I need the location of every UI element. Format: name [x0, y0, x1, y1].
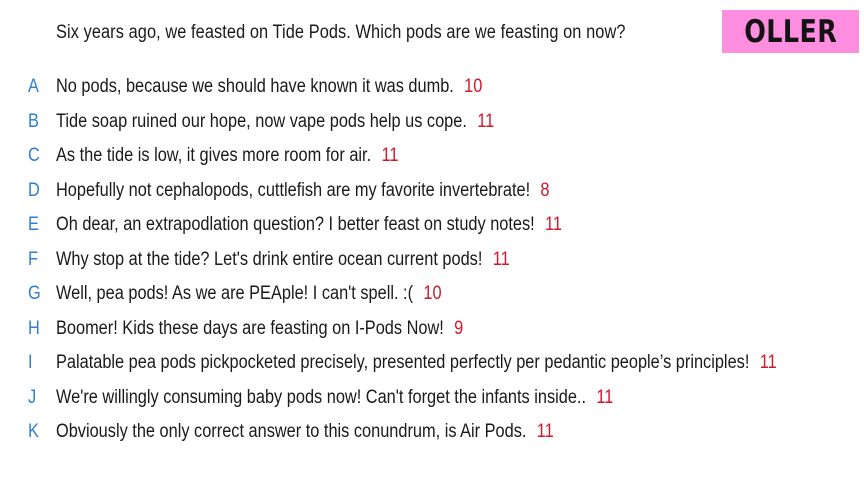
answer-row-j: J We're willingly consuming baby pods no…: [0, 384, 864, 419]
answer-row-f: F Why stop at the tide? Let's drink enti…: [0, 246, 864, 281]
answer-row-i: I Palatable pea pods pickpocketed precis…: [0, 349, 864, 384]
answer-text: Why stop at the tide? Let's drink entire…: [56, 248, 483, 270]
answer-score: 11: [759, 352, 777, 373]
answer-row-c: C As the tide is low, it gives more room…: [0, 142, 864, 177]
answer-list: A No pods, because we should have known …: [0, 73, 864, 453]
answer-score: 9: [454, 317, 464, 339]
answer-letter: H: [28, 317, 40, 339]
answer-letter: J: [28, 386, 37, 408]
answer-letter: K: [28, 421, 39, 442]
answer-score: 11: [492, 248, 510, 270]
answer-score: 11: [536, 421, 554, 442]
answer-text: Tide soap ruined our hope, now vape pods…: [56, 110, 467, 132]
answer-score: 11: [381, 145, 399, 166]
answer-letter: D: [28, 179, 40, 201]
answer-row-k: K Obviously the only correct answer to t…: [0, 418, 864, 453]
answer-score: 11: [596, 386, 614, 408]
answer-row-d: D Hopefully not cephalopods, cuttlefish …: [0, 177, 864, 212]
answer-letter: G: [28, 283, 41, 304]
answer-score: 10: [464, 76, 483, 97]
answer-text: Boomer! Kids these days are feasting on …: [56, 317, 444, 339]
player-name-badge: OLLER: [722, 10, 859, 53]
answer-text: Oh dear, an extrapodlation question? I b…: [56, 214, 535, 235]
answer-score: 10: [423, 283, 442, 304]
answer-letter: A: [28, 76, 39, 97]
answer-score: 8: [540, 179, 550, 201]
answer-row-h: H Boomer! Kids these days are feasting o…: [0, 315, 864, 350]
answer-letter: C: [28, 145, 40, 166]
answer-score: 11: [545, 214, 563, 235]
answer-letter: F: [28, 248, 38, 270]
question-title: Six years ago, we feasted on Tide Pods. …: [56, 22, 626, 43]
answer-text: Palatable pea pods pickpocketed precisel…: [56, 352, 750, 373]
answer-letter: B: [28, 110, 39, 132]
answer-text: No pods, because we should have known it…: [56, 76, 454, 97]
answer-score: 11: [477, 110, 495, 132]
player-name-label: OLLER: [743, 13, 837, 50]
answer-letter: I: [28, 352, 33, 373]
answer-text: Hopefully not cephalopods, cuttlefish ar…: [56, 179, 531, 201]
answer-letter: E: [28, 214, 39, 235]
answer-text: Obviously the only correct answer to thi…: [56, 421, 527, 442]
answer-row-e: E Oh dear, an extrapodlation question? I…: [0, 211, 864, 246]
answer-text: As the tide is low, it gives more room f…: [56, 145, 372, 166]
answer-row-g: G Well, pea pods! As we are PEAple! I ca…: [0, 280, 864, 315]
answer-row-b: B Tide soap ruined our hope, now vape po…: [0, 108, 864, 143]
answer-text: Well, pea pods! As we are PEAple! I can'…: [56, 283, 414, 304]
answer-row-a: A No pods, because we should have known …: [0, 73, 864, 108]
answer-text: We're willingly consuming baby pods now!…: [56, 386, 587, 408]
